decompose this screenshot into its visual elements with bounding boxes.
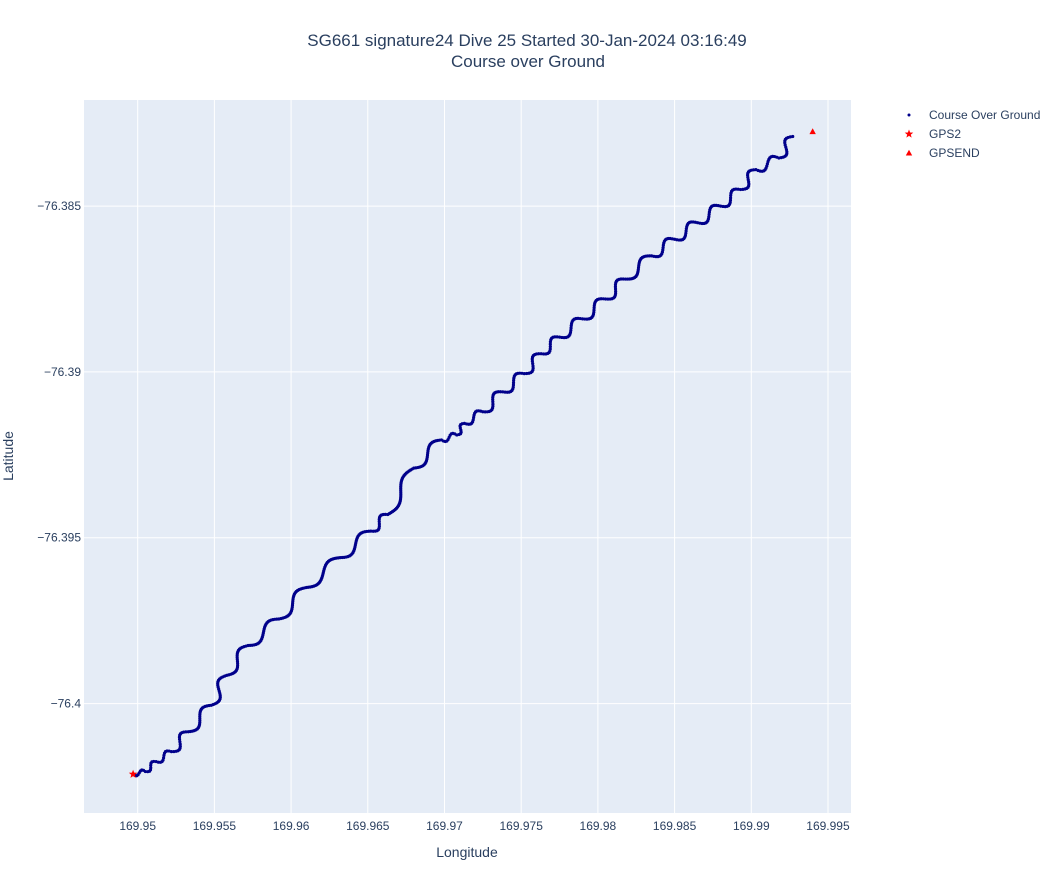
track-point [531,364,535,368]
track-point [555,335,559,339]
gpsend-triangle-marker [809,128,816,135]
plot-area [84,100,851,813]
y-tick-label: −76.385 [37,199,81,213]
track-point [369,529,373,533]
track-point [548,347,552,351]
track-point [751,168,756,172]
track-point [537,352,541,356]
track-point [149,766,153,770]
gps2-star-marker [128,769,138,778]
track-point [511,383,516,387]
legend-dot-icon [907,113,911,117]
track-point [603,297,608,301]
x-tick-label: 169.98 [580,819,617,833]
track-point [738,187,743,192]
track-point [791,134,795,139]
track-point [498,390,503,394]
gps-markers [128,128,816,778]
track-point [161,756,166,760]
track-point [592,308,596,312]
track-point [143,769,147,774]
x-tick-label: 169.99 [733,819,770,833]
track-point [736,187,740,191]
x-tick-label: 169.97 [426,819,463,833]
track-point [511,381,516,385]
x-tick-label: 169.965 [346,819,390,833]
x-tick-label: 169.95 [119,819,156,833]
track-point [553,335,557,339]
track-point [684,229,688,233]
x-axis-title: Longitude [436,844,498,860]
track-point [377,520,381,524]
y-axis-title: Latitude [0,431,16,481]
legend-entry[interactable]: GPS2 [929,127,961,141]
legend[interactable]: Course Over Ground GPS2 GPSEND [904,108,1041,160]
track-point [531,362,535,366]
track-point [539,352,543,356]
track-point [491,400,495,404]
x-tick-label: 169.985 [653,819,697,833]
chart-title-line-1: SG661 signature24 Dive 25 Started 30-Jan… [307,31,746,50]
track-point [548,345,552,349]
x-tick-label: 169.955 [193,819,237,833]
track-point [481,410,485,414]
y-tick-label: −76.39 [44,365,81,379]
x-tick-label: 169.96 [273,819,310,833]
track-point [621,277,625,281]
track-point [569,326,573,330]
y-tick-label: −76.4 [51,697,82,711]
track-point [383,512,387,517]
track-point [728,198,733,202]
track-point [707,212,711,217]
track-point [522,371,526,376]
x-tick-label: 169.975 [499,819,543,833]
track-point [548,342,552,346]
chart-title-line-2: Course over Ground [451,52,605,71]
y-tick-label: −76.395 [37,531,81,545]
track-point [578,316,582,321]
track-point [152,759,156,764]
x-tick-label: 169.995 [806,819,850,833]
legend-entry[interactable]: GPSEND [929,146,980,160]
track-point [728,196,733,200]
track-point [178,742,182,746]
legend-triangle-icon [905,149,913,156]
track-point [557,335,562,339]
track-point [169,750,174,754]
track-point [178,740,182,744]
track-point [377,522,381,526]
track-point [184,730,188,734]
x-tick-labels: 169.95 169.955 169.96 169.965 169.97 169.975 1… [119,819,850,833]
track-point [569,328,573,332]
track-point [541,352,546,356]
track-point [377,524,381,528]
track-point [777,156,781,160]
legend-entry[interactable]: Course Over Ground [929,108,1040,122]
track-point [614,289,618,293]
course-over-ground-series [131,134,795,778]
track-point [613,287,618,291]
legend-star-icon [904,129,914,138]
x-gridlines [137,100,829,813]
track-point [719,204,723,208]
y-tick-labels: −76.385 −76.39 −76.395 −76.4 [37,199,81,710]
track-point [491,402,495,406]
